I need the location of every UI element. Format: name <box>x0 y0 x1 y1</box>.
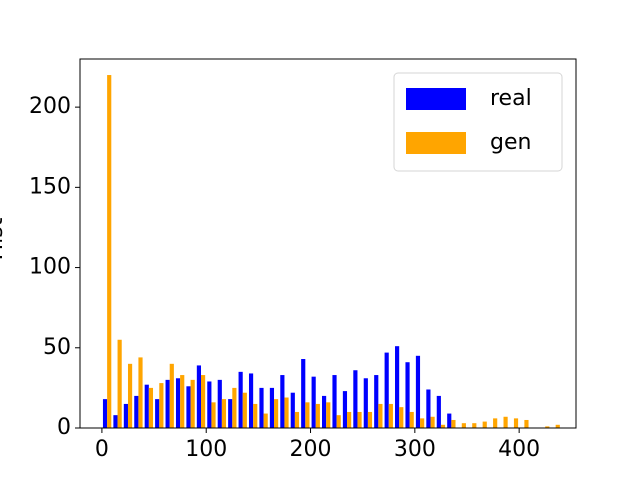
bar <box>242 392 247 428</box>
bar <box>274 399 279 428</box>
bar <box>127 363 133 428</box>
bar <box>311 376 316 428</box>
bar <box>524 419 529 428</box>
bar <box>384 352 389 428</box>
bar <box>367 411 373 428</box>
bar <box>107 75 112 428</box>
bar <box>169 363 174 428</box>
bar <box>134 395 139 428</box>
bar <box>238 371 243 428</box>
legend-label: real <box>490 86 532 111</box>
bar <box>269 387 275 428</box>
bar <box>180 375 185 428</box>
bar <box>374 375 379 428</box>
bar <box>305 402 310 428</box>
bar <box>461 423 466 428</box>
bar <box>211 402 216 428</box>
bar <box>159 383 164 428</box>
bar <box>175 378 181 428</box>
x-tick-label: 100 <box>185 437 227 462</box>
bar <box>253 403 258 428</box>
bar <box>201 375 206 428</box>
y-tick-label: 150 <box>29 174 71 199</box>
bar <box>436 395 441 428</box>
bar <box>555 424 560 428</box>
bar <box>430 416 435 428</box>
bar <box>503 416 508 428</box>
bar <box>301 359 306 428</box>
y-tick-label: 0 <box>57 415 71 440</box>
bar <box>378 403 383 428</box>
bar <box>447 413 452 428</box>
bar <box>357 411 362 428</box>
bar <box>155 399 160 428</box>
x-tick-label: 400 <box>498 437 540 462</box>
bar <box>545 426 550 428</box>
bar <box>342 391 348 428</box>
bar <box>315 403 320 428</box>
legend-swatch <box>406 88 466 110</box>
bar <box>196 365 202 428</box>
bar <box>409 411 414 428</box>
x-tick-label: 300 <box>394 437 436 462</box>
bar <box>336 415 341 428</box>
bar <box>248 373 254 428</box>
bar <box>280 375 285 428</box>
bar <box>123 403 128 428</box>
bar <box>388 403 393 428</box>
bar <box>332 375 337 428</box>
bar <box>294 411 300 428</box>
bar <box>347 411 352 428</box>
bar <box>259 387 264 428</box>
axes-frame <box>79 58 577 429</box>
bar <box>186 386 191 428</box>
bar <box>395 346 400 428</box>
bar <box>353 370 358 428</box>
bar <box>284 397 289 428</box>
y-tick-label: 50 <box>43 335 71 360</box>
legend-box <box>393 72 563 172</box>
bar <box>451 419 456 428</box>
bar <box>207 381 212 428</box>
bar <box>113 415 118 428</box>
x-tick-label: 200 <box>290 437 332 462</box>
bar <box>513 418 519 428</box>
bar <box>420 418 425 428</box>
bar <box>493 418 498 428</box>
bar <box>426 389 431 428</box>
bar <box>165 379 170 428</box>
bar <box>472 423 477 428</box>
bar <box>263 413 268 428</box>
bar <box>217 379 222 428</box>
bar <box>322 395 327 428</box>
bar <box>326 402 331 428</box>
bar <box>482 421 487 428</box>
bar <box>190 379 195 428</box>
bar <box>148 387 154 428</box>
bar <box>228 399 233 428</box>
bar <box>440 424 446 428</box>
y-axis-label: Hist <box>0 217 8 260</box>
bar <box>405 362 410 428</box>
bar <box>221 399 227 428</box>
legend-label: gen <box>490 130 531 155</box>
bar <box>415 355 421 428</box>
bar <box>144 384 149 428</box>
y-tick-label: 200 <box>29 94 71 119</box>
bar <box>290 392 295 428</box>
legend-swatch <box>406 132 466 154</box>
x-tick-label: 0 <box>95 437 109 462</box>
bar <box>138 357 143 428</box>
bar <box>117 339 122 428</box>
bar <box>399 407 404 428</box>
bar <box>363 378 368 428</box>
bar <box>232 387 237 428</box>
y-tick-label: 100 <box>29 255 71 280</box>
bar <box>102 399 108 428</box>
